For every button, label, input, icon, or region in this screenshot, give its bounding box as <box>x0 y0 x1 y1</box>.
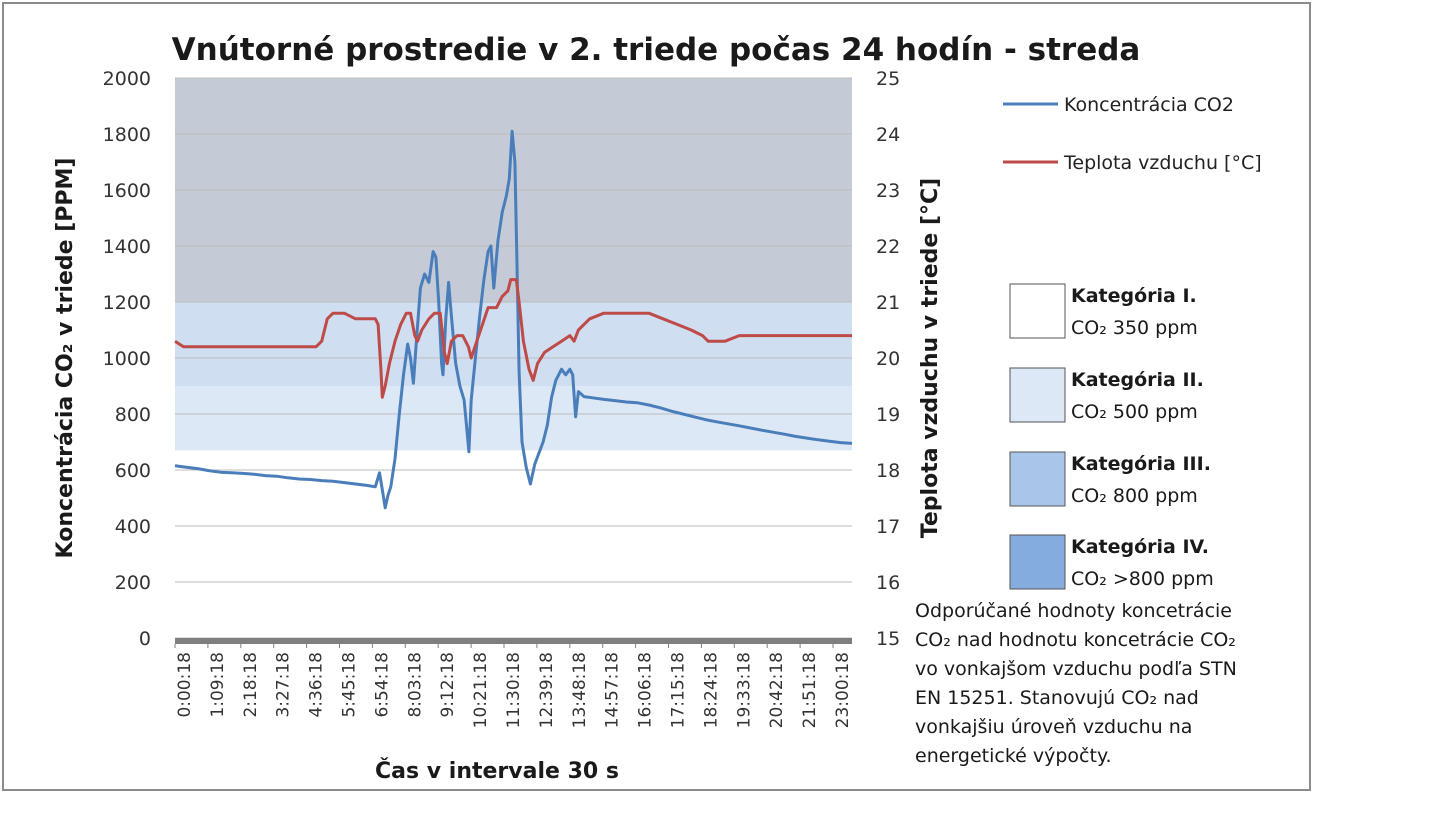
category-sub-3: CO₂ 800 ppm <box>1071 485 1198 507</box>
left-tick-label: 1600 <box>103 180 151 202</box>
category-swatch-1 <box>1009 283 1066 339</box>
x-tick-label: 11:30:18 <box>504 652 524 728</box>
right-tick-label: 16 <box>876 572 900 594</box>
left-axis-ticks: 0 200 400 600 800 1000 1200 1400 1600 1800 2000 <box>103 68 151 650</box>
left-tick-label: 200 <box>115 572 151 594</box>
right-tick-label: 24 <box>876 124 900 146</box>
legend: Koncentrácia CO2 Teplota vzduchu [°C] <box>1003 94 1262 174</box>
left-tick-label: 400 <box>115 516 151 538</box>
right-tick-label: 23 <box>876 180 900 202</box>
right-tick-label: 15 <box>876 628 900 650</box>
x-tick-label: 13:48:18 <box>570 652 590 728</box>
right-tick-label: 19 <box>876 404 900 426</box>
right-tick-label: 21 <box>876 292 900 314</box>
x-tick-label: 18:24:18 <box>701 652 721 728</box>
temperature-series-line <box>174 278 852 399</box>
chart-title: Vnútorné prostredie v 2. triede počas 24… <box>172 32 1141 68</box>
left-axis-title: Koncentrácia CO₂ v triede [PPM] <box>53 158 78 559</box>
right-tick-label: 20 <box>876 348 900 370</box>
footnote-line: Odporúčané hodnoty koncetrácie <box>915 600 1232 622</box>
right-tick-label: 18 <box>876 460 900 482</box>
band-2 <box>175 302 852 386</box>
category-sub-2: CO₂ 500 ppm <box>1071 401 1198 423</box>
x-tick-label: 16:06:18 <box>636 652 656 728</box>
right-tick-label: 25 <box>876 68 900 90</box>
x-tick-label: 21:51:18 <box>800 652 820 728</box>
footnote-line: vonkajšiu úroveň vzduchu na <box>915 716 1192 738</box>
category-swatch-2 <box>1009 367 1066 423</box>
category-sub-4: CO₂ >800 ppm <box>1071 568 1214 590</box>
left-tick-label: 800 <box>115 404 151 426</box>
x-tick-label: 17:15:18 <box>669 652 689 728</box>
right-axis-title: Teplota vzduchu v triede [°C] <box>918 178 943 538</box>
band-3 <box>175 386 852 451</box>
legend-temp-label: Teplota vzduchu [°C] <box>1063 152 1262 174</box>
x-axis-line <box>175 638 852 644</box>
right-axis-ticks: 15 16 17 18 19 20 21 22 23 24 25 <box>876 68 900 650</box>
right-tick-label: 17 <box>876 516 900 538</box>
category-title-1: Kategória I. <box>1071 285 1197 307</box>
x-tick-label: 6:54:18 <box>372 652 392 718</box>
x-tick-label: 23:00:18 <box>833 652 853 728</box>
right-tick-label: 22 <box>876 236 900 258</box>
footnote-line: EN 15251. Stanovujú CO₂ nad <box>915 687 1199 709</box>
x-tick-label: 19:33:18 <box>734 652 754 728</box>
footnote-line: energetické výpočty. <box>915 745 1112 767</box>
category-swatch-4 <box>1009 534 1066 590</box>
x-tick-label: 12:39:18 <box>537 652 557 728</box>
left-tick-label: 1400 <box>103 236 151 258</box>
x-tick-label: 1:09:18 <box>208 652 228 718</box>
category-legend: Kategória I. CO₂ 350 ppm Kategória II. CO₂ … <box>1009 283 1214 590</box>
footnote: Odporúčané hodnoty koncetrácie CO₂ nad ho… <box>915 600 1237 767</box>
x-tick-label: 9:12:18 <box>438 652 458 718</box>
x-tick-label: 2:18:18 <box>241 652 261 718</box>
left-tick-label: 1800 <box>103 124 151 146</box>
category-swatch-3 <box>1009 451 1066 507</box>
co2-series-line <box>174 129 853 510</box>
x-tick-label: 14:57:18 <box>603 652 623 728</box>
footnote-line: CO₂ nad hodnotu koncetrácie CO₂ <box>915 629 1236 651</box>
x-tick-label: 3:27:18 <box>274 652 294 718</box>
left-tick-label: 600 <box>115 460 151 482</box>
x-axis-title: Čas v intervale 30 s <box>375 758 619 784</box>
category-sub-1: CO₂ 350 ppm <box>1071 317 1198 339</box>
x-tick-label: 0:00:18 <box>175 652 195 718</box>
left-tick-label: 1000 <box>103 348 151 370</box>
x-tick-label: 8:03:18 <box>405 652 425 718</box>
category-bands <box>175 78 852 451</box>
category-title-2: Kategória II. <box>1071 369 1204 391</box>
footnote-line: vo vonkajšom vzduchu podľa STN <box>915 658 1237 680</box>
left-tick-label: 1200 <box>103 292 151 314</box>
x-tick-label: 10:21:18 <box>471 652 491 728</box>
legend-co2-label: Koncentrácia CO2 <box>1064 94 1234 116</box>
x-tick-label: 4:36:18 <box>307 652 327 718</box>
left-tick-label: 2000 <box>103 68 151 90</box>
x-tick-label: 5:45:18 <box>340 652 360 718</box>
x-axis-ticks: 0:00:18 1:09:18 2:18:18 3:27:18 4:36:18 5:45:… <box>174 644 853 728</box>
category-title-4: Kategória IV. <box>1071 536 1209 558</box>
x-tick-label: 20:42:18 <box>767 652 787 728</box>
category-title-3: Kategória III. <box>1071 453 1211 475</box>
left-tick-label: 0 <box>139 628 151 650</box>
series-layer <box>174 129 853 510</box>
